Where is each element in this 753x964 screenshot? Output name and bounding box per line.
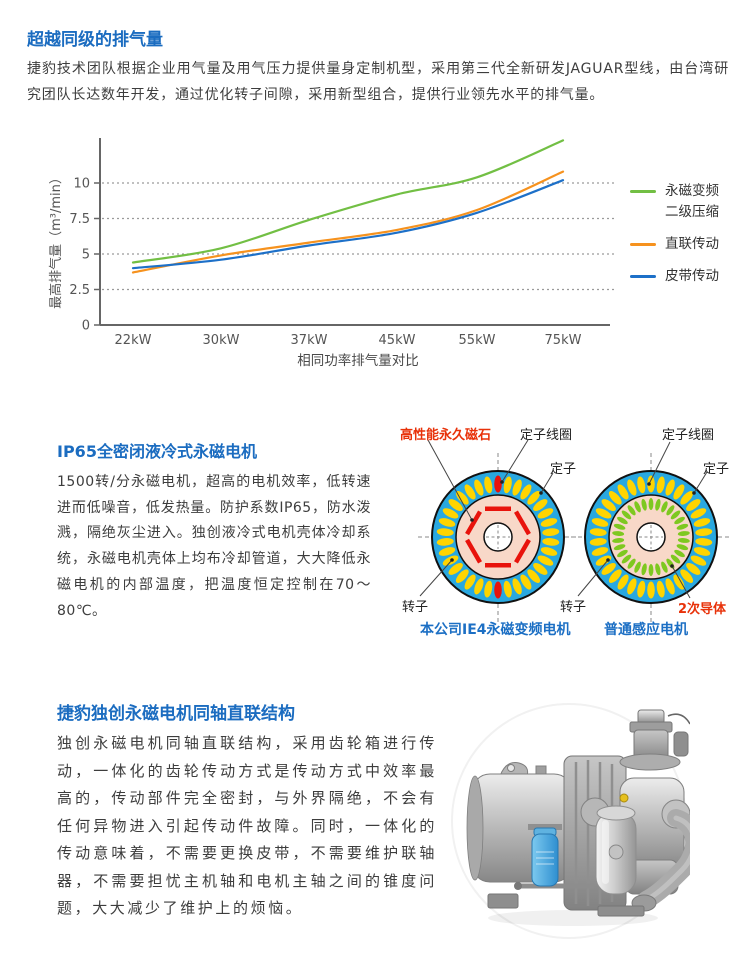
compressor-photo	[448, 700, 704, 942]
caption-pm-motor: 本公司IE4永磁变频电机	[420, 622, 571, 638]
svg-text:10: 10	[73, 177, 90, 192]
label-rotor-right: 转子	[560, 600, 587, 615]
chart-gridlines	[94, 182, 616, 326]
chart-series-lines	[131, 139, 565, 274]
svg-text:0: 0	[82, 319, 90, 334]
section-title-coaxial: 捷豹独创永磁电机同轴直联结构	[57, 704, 295, 724]
label-secondary-conductor: 2次导体	[678, 602, 727, 617]
label-stator-left: 定子	[550, 462, 577, 477]
section-body-exhaust: 捷豹技术团队根据企业用气量及用气压力提供量身定制机型，采用第三代全新研发JAGU…	[27, 61, 729, 103]
legend-item-belt-drive: 皮带传动	[630, 266, 752, 287]
label-stator-coil-left: 定子线圈	[520, 428, 573, 443]
svg-text:30kW: 30kW	[203, 333, 240, 348]
svg-text:45kW: 45kW	[379, 333, 416, 348]
legend-label: 皮带传动	[665, 268, 719, 284]
section-body-coaxial: 独创永磁电机同轴直联结构，采用齿轮箱进行传动，一体化的齿轮传动方式是传动方式中效…	[57, 734, 437, 917]
svg-text:22kW: 22kW	[115, 333, 152, 348]
compressor-airend-illustration	[451, 703, 704, 939]
section-title-motor: IP65全密闭液冷式永磁电机	[57, 442, 257, 461]
pm-series-swatch	[630, 190, 656, 193]
svg-text:37kW: 37kW	[291, 333, 328, 348]
svg-text:75kW: 75kW	[545, 333, 582, 348]
motor-cross-section-diagrams	[418, 439, 731, 622]
section-body-motor: 1500转/分永磁电机，超高的电机效率，低转速进而低噪音，低发热量。防护系数IP…	[57, 474, 371, 619]
svg-text:55kW: 55kW	[459, 333, 496, 348]
svg-text:5: 5	[82, 248, 90, 263]
chart-legend: 永磁变频 二级压缩 直联传动 皮带传动	[630, 181, 752, 298]
label-rotor-left: 转子	[402, 600, 429, 615]
svg-text:7.5: 7.5	[69, 212, 90, 227]
legend-label: 永磁变频 二级压缩	[665, 183, 719, 220]
legend-item-pm-two-stage: 永磁变频 二级压缩	[630, 181, 752, 223]
y-tick-labels: 0 2.5 5 7.5 10	[69, 177, 90, 334]
label-permanent-magnet: 高性能永久磁石	[400, 428, 492, 443]
exhaust-comparison-chart: 0 2.5 5 7.5 10 22kW 30kW 37kW 45kW 55kW 75kW 最高排气…	[48, 138, 616, 369]
belt-drive-swatch	[630, 275, 656, 278]
y-axis-label: 最高排气量（m³/min）	[48, 171, 64, 309]
legend-item-direct-drive: 直联传动	[630, 234, 752, 255]
section-title-exhaust: 超越同级的排气量	[27, 30, 163, 50]
caption-induction-motor: 普通感应电机	[604, 622, 688, 638]
direct-drive-swatch	[630, 243, 656, 246]
motor-diagram-panel: 高性能永久磁石 定子线圈 定子 转子 本公司IE4永磁变频电机 定子线圈 定子 …	[390, 420, 753, 648]
svg-text:2.5: 2.5	[69, 283, 90, 298]
label-stator-coil-right: 定子线圈	[662, 428, 715, 443]
label-stator-right: 定子	[703, 462, 730, 477]
x-tick-labels: 22kW 30kW 37kW 45kW 55kW 75kW	[115, 333, 582, 348]
x-axis-title: 相同功率排气量对比	[297, 352, 419, 369]
legend-label: 直联传动	[665, 236, 719, 252]
